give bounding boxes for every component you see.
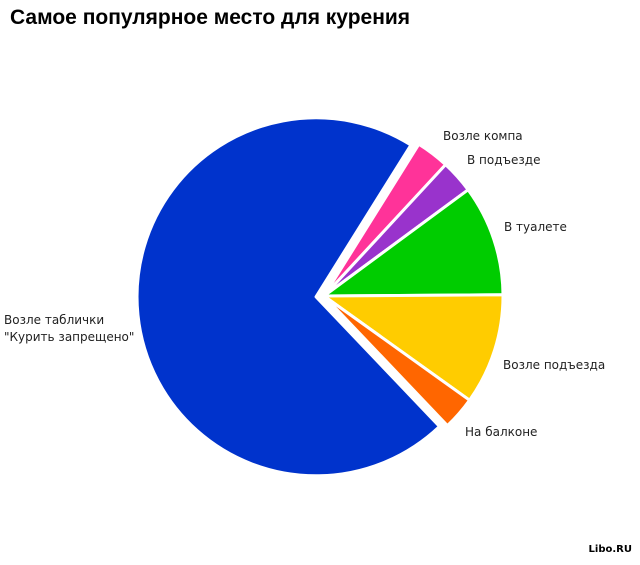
pie-slice [135, 116, 441, 478]
pie-slice [322, 294, 472, 428]
slice-label: В туалете [504, 220, 567, 234]
slice-label: Возле таблички "Курить запрещено" [4, 313, 135, 344]
slice-label: В подъезде [467, 153, 541, 167]
chart-title: Самое популярное место для курения [10, 6, 411, 29]
slice-label: Возле компа [443, 129, 523, 143]
pie-slice [322, 188, 505, 298]
slice-label: Возле подъезда [503, 358, 606, 372]
slice-label: На балконе [465, 425, 538, 439]
pie-slice [322, 293, 505, 402]
watermark: Libo.RU [588, 544, 632, 555]
